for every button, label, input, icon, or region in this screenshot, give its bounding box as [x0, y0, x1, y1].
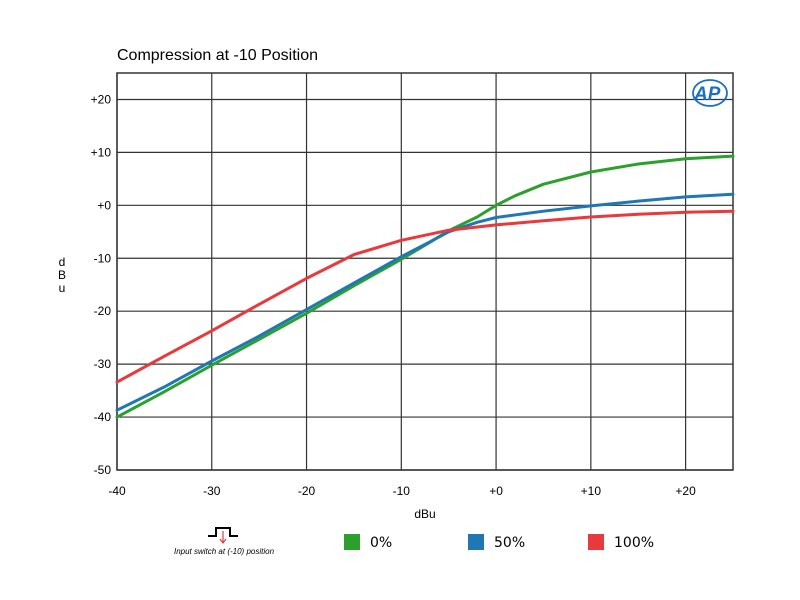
y-axis-label-char: u — [59, 281, 66, 295]
y-tick-label: +10 — [91, 145, 112, 159]
y-tick-label: -40 — [94, 410, 112, 424]
x-tick-label: -40 — [108, 484, 126, 498]
x-tick-label: -10 — [393, 484, 411, 498]
y-tick-label: -10 — [94, 251, 112, 265]
legend-label: 0% — [370, 535, 392, 551]
ap-logo-icon: AP — [692, 79, 728, 107]
x-axis-label: dBu — [414, 507, 435, 521]
chart-title: Compression at -10 Position — [117, 47, 318, 64]
legend-label: 100% — [614, 535, 654, 551]
x-tick-label: +20 — [675, 484, 696, 498]
series-line-0-pct — [115, 154, 735, 419]
y-tick-label: -30 — [94, 357, 112, 371]
series-layer — [115, 154, 735, 419]
down-arrow-icon — [219, 531, 227, 544]
y-axis-label-char: d — [59, 255, 66, 269]
series-line-100-pct — [115, 209, 735, 384]
legend: 0% 50% 100% — [344, 534, 654, 551]
plot-frame — [116, 72, 734, 471]
input-switch-note-text: Input switch at (-10) position — [174, 547, 275, 556]
legend-swatch — [588, 534, 604, 550]
y-tick-label: -20 — [94, 304, 112, 318]
input-switch-note: Input switch at (-10) position — [174, 527, 275, 556]
x-tick-label: -20 — [298, 484, 316, 498]
x-tick-label: +0 — [489, 484, 503, 498]
x-tick-labels: -40 -30 -20 -10 +0 +10 +20 — [108, 484, 696, 498]
y-tick-label: +0 — [97, 198, 111, 212]
y-tick-label: +20 — [91, 92, 112, 106]
legend-item: 0% — [344, 534, 392, 551]
grid — [116, 73, 733, 471]
legend-item: 100% — [588, 534, 654, 551]
legend-label: 50% — [494, 535, 525, 551]
x-tick-label: +10 — [581, 484, 602, 498]
legend-swatch — [468, 534, 484, 550]
series-line-50-pct — [115, 192, 735, 412]
legend-item: 50% — [468, 534, 525, 551]
legend-swatch — [344, 534, 360, 550]
logo-text: AP — [693, 84, 721, 105]
y-tick-labels: +20 +10 +0 -10 -20 -30 -40 -50 — [91, 92, 112, 477]
y-tick-label: -50 — [94, 463, 112, 477]
y-axis-label-char: B — [58, 268, 66, 282]
x-tick-label: -30 — [203, 484, 221, 498]
pulse-switch-icon — [208, 527, 238, 537]
y-axis-label: dBu — [58, 255, 66, 295]
